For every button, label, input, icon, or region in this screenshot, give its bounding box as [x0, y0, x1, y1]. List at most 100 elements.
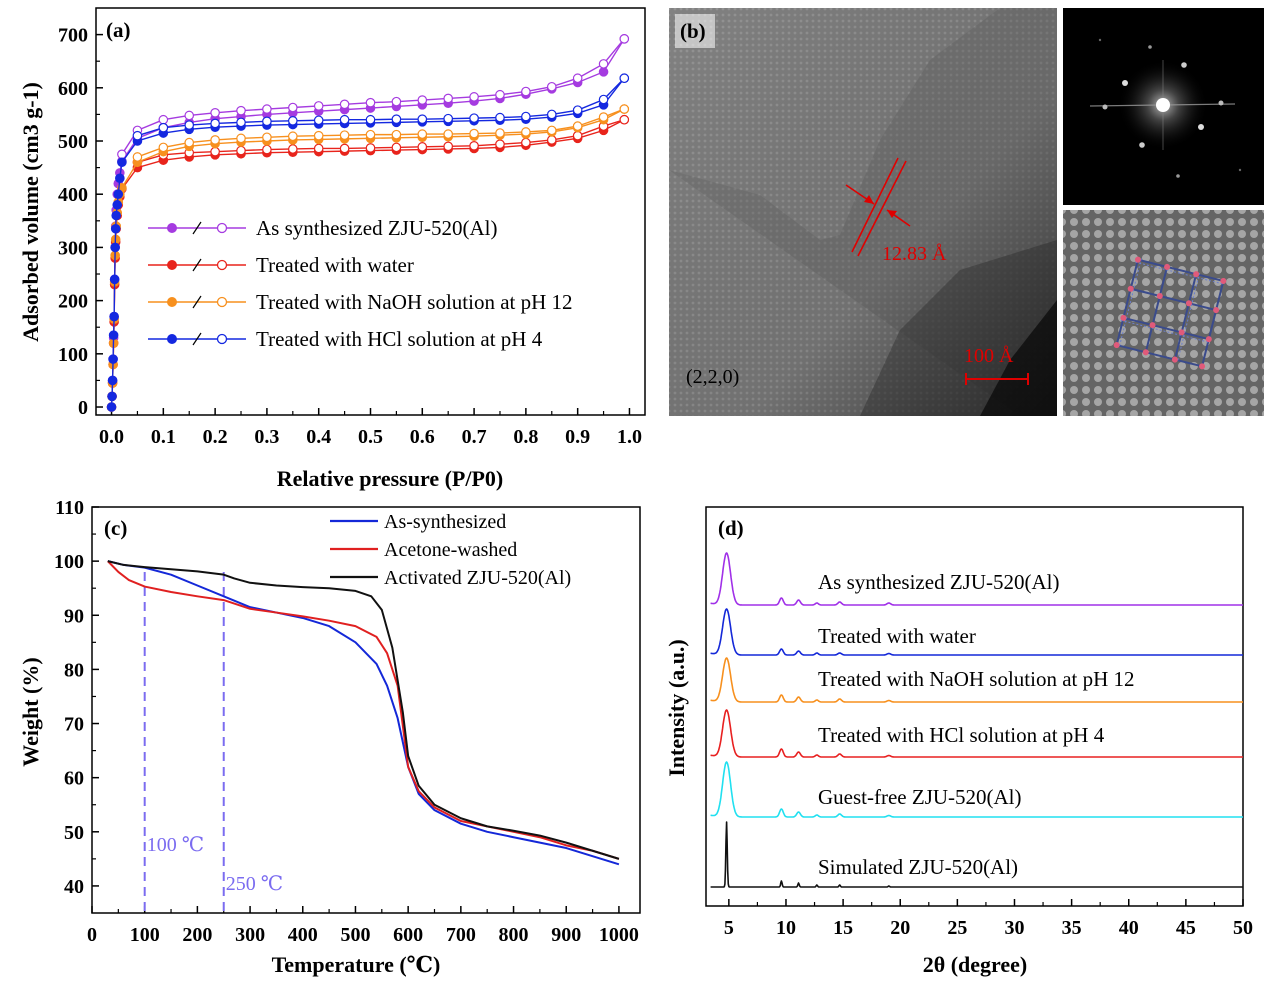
- desorption-point: [288, 144, 298, 154]
- adsorption-point: [108, 330, 119, 340]
- x-tick-label: 800: [499, 924, 529, 946]
- desorption-point: [572, 121, 583, 131]
- legend-label: As-synthesized: [384, 511, 506, 533]
- desorption-point: [443, 113, 453, 124]
- desorption-point: [365, 129, 376, 140]
- legend-slash: [192, 258, 202, 272]
- legend-marker-filled: [167, 223, 177, 233]
- desorption-point: [210, 108, 220, 118]
- legend-slash: [192, 332, 202, 346]
- desorption-point: [495, 112, 505, 123]
- desorption-point: [210, 118, 220, 129]
- desorption-point: [158, 122, 169, 133]
- desorption-point: [619, 104, 630, 114]
- legend-marker-filled: [167, 260, 177, 270]
- y-tick-label: 500: [58, 131, 88, 153]
- x-tick-label: 0.7: [462, 426, 487, 448]
- desorption-point: [619, 34, 630, 44]
- panel-c-frame: [91, 506, 641, 914]
- desorption-point: [469, 140, 479, 151]
- desorption-point: [184, 120, 195, 130]
- adsorption-point: [107, 375, 118, 386]
- panel-b-lattice-image: [1063, 210, 1264, 416]
- panel-c-legend: As-synthesized Acetone-washed Activated ZJ…: [330, 511, 571, 589]
- y-tick-label: 50: [64, 822, 84, 844]
- y-tick-label: 400: [58, 184, 88, 206]
- desorption-point: [132, 130, 143, 141]
- x-tick-label: 0: [87, 924, 97, 946]
- x-tick-label: 15: [833, 917, 853, 939]
- xrd-series: Simulated ZJU-520(Al): [710, 821, 1244, 888]
- series-label: As synthesized ZJU-520(Al): [818, 570, 1059, 594]
- desorption-point: [417, 129, 428, 139]
- desorption-point: [365, 143, 376, 153]
- x-tick-label: 0.9: [565, 426, 590, 448]
- desorption-point: [262, 116, 272, 127]
- xrd-series: Treated with HCl solution at pH 4: [710, 709, 1244, 758]
- xrd-pattern: [710, 608, 1244, 656]
- x-tick-label: 0.4: [306, 426, 331, 448]
- desorption-point: [313, 130, 324, 141]
- desorption-point: [417, 142, 428, 152]
- desorption-point: [469, 92, 479, 102]
- desorption-point: [391, 129, 402, 140]
- desorption-point: [184, 137, 195, 148]
- desorption-point: [313, 143, 324, 154]
- legend-label: Treated with NaOH solution at pH 12: [256, 290, 573, 314]
- desorption-point: [469, 128, 479, 139]
- panel-c: (c) 0 100 200 300 400 500 600 700 800 900 1000 40 50…: [18, 497, 641, 977]
- panel-c-ylabel: Weight (%): [18, 657, 43, 766]
- desorption-point: [184, 110, 195, 121]
- panel-d-ylabel: Intensity (a.u.): [664, 639, 689, 777]
- x-tick-label: 1.0: [617, 426, 642, 448]
- desorption-point: [391, 142, 402, 153]
- legend-slash: [192, 295, 202, 309]
- panel-a-frame: [95, 7, 646, 416]
- desorption-point: [236, 117, 246, 128]
- adsorption-point: [115, 173, 125, 184]
- desorption-point: [339, 114, 350, 125]
- desorption-point: [288, 131, 298, 142]
- tga-line: [107, 560, 620, 860]
- panel-c-annotations: 100 ℃ 250 ℃: [143, 571, 283, 913]
- x-tick-label: 5: [724, 917, 734, 939]
- y-tick-label: 70: [64, 714, 84, 736]
- panel-a-legend: As synthesized ZJU-520(Al) Treated with w…: [148, 216, 573, 351]
- y-tick-label: 0: [78, 397, 88, 419]
- x-tick-label: 1000: [599, 924, 639, 946]
- x-tick-label: 35: [1062, 917, 1082, 939]
- desorption-point: [598, 59, 609, 69]
- panel-b-zone-axis: (2,2,0): [686, 366, 739, 388]
- legend-marker-open: [216, 333, 228, 345]
- adsorption-point: [598, 67, 609, 77]
- adsorption-line: [110, 77, 625, 408]
- adsorption-point: [110, 223, 121, 234]
- series-label: Treated with water: [818, 624, 976, 648]
- legend-label: Treated with water: [256, 253, 414, 277]
- desorption-point: [313, 101, 324, 111]
- y-tick-label: 300: [58, 237, 88, 259]
- desorption-point: [521, 137, 531, 148]
- xrd-pattern: [710, 552, 1244, 606]
- panel-a-label: (a): [106, 18, 131, 42]
- legend-slash: [192, 221, 202, 235]
- legend-label: Activated ZJU-520(Al): [384, 567, 571, 589]
- panel-d-xlabel: 2θ (degree): [923, 952, 1028, 977]
- xrd-series: Guest-free ZJU-520(Al): [710, 761, 1244, 818]
- desorption-point: [495, 128, 505, 138]
- y-tick-label: 60: [64, 768, 84, 790]
- panel-c-axes: 0 100 200 300 400 500 600 700 800 900 1000 40 50 60 70…: [54, 497, 639, 946]
- xrd-pattern: [710, 761, 1244, 818]
- adsorption-point: [106, 402, 117, 412]
- x-tick-label: 10: [776, 917, 796, 939]
- y-tick-label: 90: [64, 605, 84, 627]
- xrd-pattern: [710, 657, 1244, 703]
- desorption-point: [521, 127, 531, 137]
- panel-b: 12.83 Å 100 Å (2,2,0) (b): [669, 8, 1264, 416]
- panel-c-label: (c): [104, 516, 127, 540]
- x-tick-label: 100: [130, 924, 160, 946]
- legend-marker-filled: [167, 334, 177, 344]
- panel-d-series: As synthesized ZJU-520(Al) Treated with w…: [710, 552, 1244, 888]
- legend-marker-open: [216, 259, 228, 271]
- desorption-point: [619, 114, 630, 125]
